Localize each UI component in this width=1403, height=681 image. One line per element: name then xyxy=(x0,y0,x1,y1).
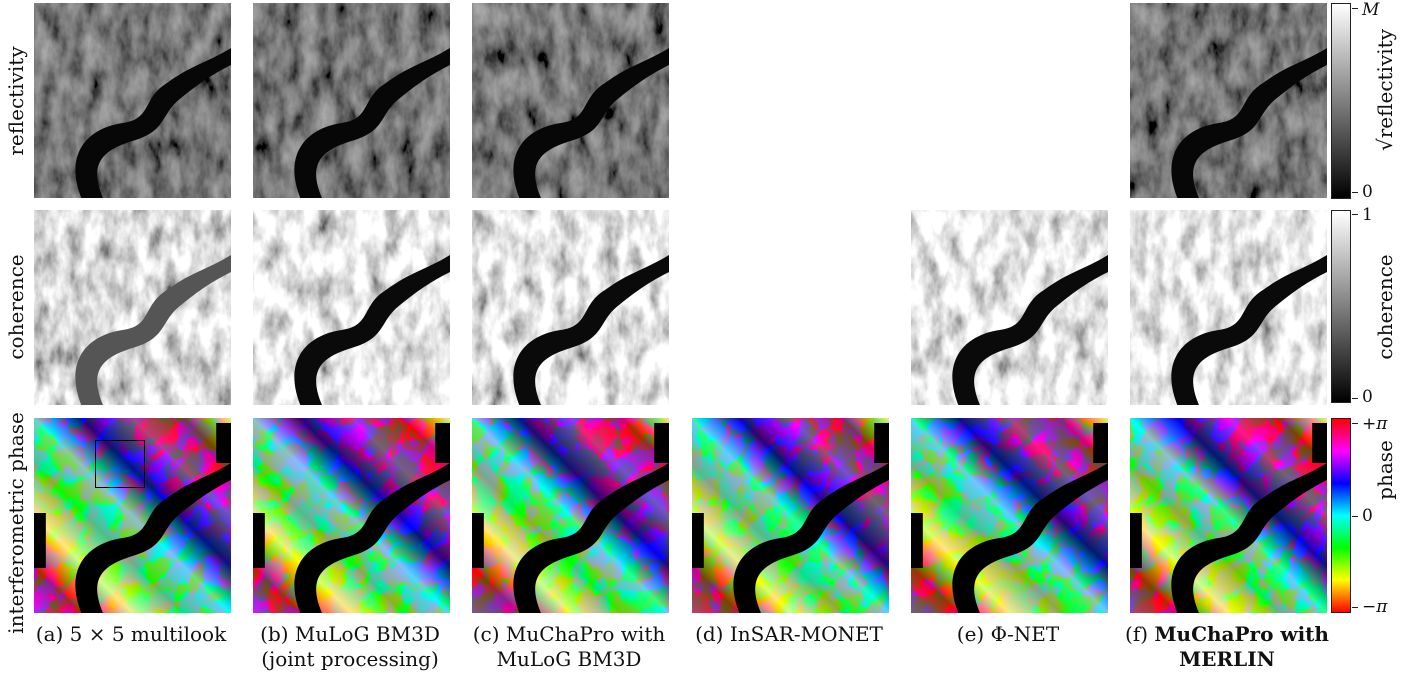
caption-f-line2: MERLIN xyxy=(1122,647,1332,672)
colorbar-coherence-label: coherence xyxy=(1373,254,1397,359)
colorbar-coherence xyxy=(1331,210,1351,403)
row-label-phase: interferometric phase xyxy=(4,412,28,634)
panel-refl-a xyxy=(34,3,231,198)
row-label-coherence: coherence xyxy=(4,254,28,359)
caption-d: (d) InSAR-MONET xyxy=(684,622,894,647)
caption-a: (a) 5 × 5 multilook xyxy=(26,622,236,647)
colorbar-phase-label: phase xyxy=(1373,440,1397,500)
colorbar-phase-min: −π xyxy=(1362,597,1387,617)
caption-e-line1: (e) Φ-NET xyxy=(903,622,1113,647)
row-label-reflectivity: reflectivity xyxy=(4,46,28,155)
panel-phase-b xyxy=(253,418,450,613)
colorbar-reflectivity xyxy=(1331,3,1351,199)
zoom-region-box xyxy=(95,440,145,488)
panel-phase-d xyxy=(692,418,889,613)
colorbar-reflectivity-label: √reflectivity xyxy=(1373,29,1397,151)
caption-a-line1: (a) 5 × 5 multilook xyxy=(26,622,236,647)
tick-coherence-min xyxy=(1352,398,1358,399)
tick-phase-min xyxy=(1352,607,1358,608)
caption-b-line2: (joint processing) xyxy=(245,647,455,672)
tick-phase-max xyxy=(1352,423,1358,424)
panel-refl-c xyxy=(472,3,669,198)
caption-c: (c) MuChaPro with MuLoG BM3D xyxy=(464,622,674,672)
caption-e: (e) Φ-NET xyxy=(903,622,1113,647)
colorbar-reflectivity-max: M xyxy=(1362,0,1379,20)
colorbar-reflectivity-min: 0 xyxy=(1362,182,1373,202)
panel-phase-f xyxy=(1130,418,1327,613)
caption-f-prefix: (f) xyxy=(1125,622,1154,646)
colorbar-coherence-min: 0 xyxy=(1362,387,1373,407)
panel-coh-e xyxy=(911,210,1108,405)
caption-b: (b) MuLoG BM3D (joint processing) xyxy=(245,622,455,672)
caption-b-line1: (b) MuLoG BM3D xyxy=(245,622,455,647)
caption-f-line1: MuChaPro with xyxy=(1154,622,1329,646)
panel-coh-b xyxy=(253,210,450,405)
colorbar-phase xyxy=(1331,418,1351,613)
tick-coherence-max xyxy=(1352,214,1358,215)
tick-reflectivity-min xyxy=(1352,192,1358,193)
caption-d-line1: (d) InSAR-MONET xyxy=(684,622,894,647)
caption-c-line1: (c) MuChaPro with xyxy=(464,622,674,647)
tick-phase-mid xyxy=(1352,516,1358,517)
panel-phase-e xyxy=(911,418,1108,613)
caption-c-line2: MuLoG BM3D xyxy=(464,647,674,672)
caption-f: (f) MuChaPro with MERLIN xyxy=(1122,622,1332,672)
panel-phase-c xyxy=(472,418,669,613)
colorbar-phase-mid: 0 xyxy=(1362,506,1373,526)
panel-refl-f xyxy=(1130,3,1327,198)
panel-coh-a xyxy=(34,210,231,405)
panel-refl-b xyxy=(253,3,450,198)
colorbar-phase-max: +π xyxy=(1362,414,1387,434)
tick-reflectivity-max xyxy=(1352,8,1358,9)
colorbar-coherence-max: 1 xyxy=(1362,205,1373,225)
panel-coh-c xyxy=(472,210,669,405)
panel-coh-f xyxy=(1130,210,1327,405)
